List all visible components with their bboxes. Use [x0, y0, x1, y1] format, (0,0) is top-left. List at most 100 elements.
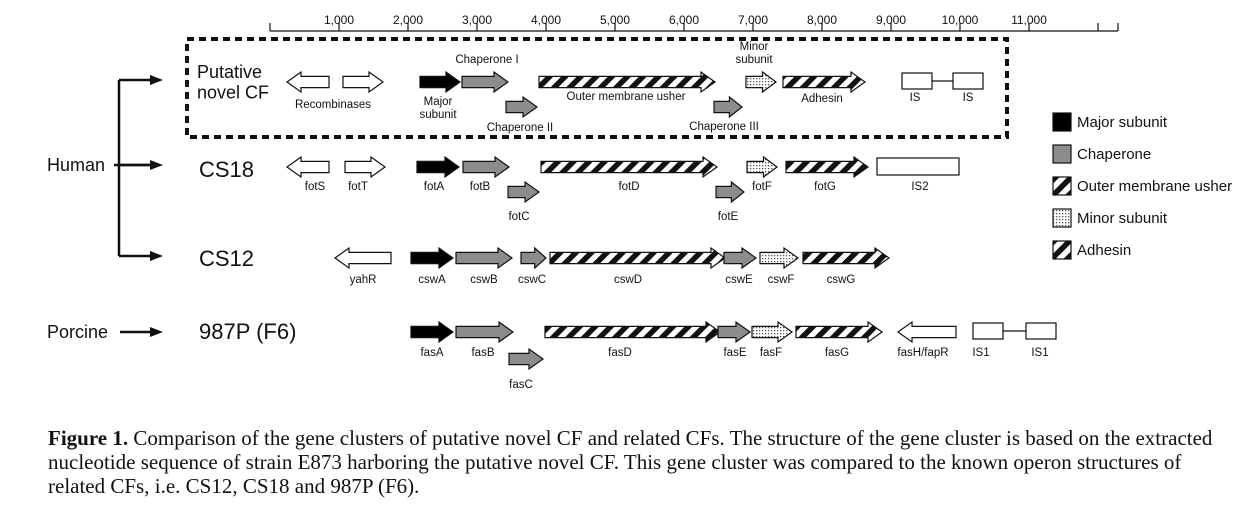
host-source-arrows: Human Porcine — [47, 75, 163, 342]
ruler-tick-label: 4,000 — [531, 13, 561, 27]
gene-label: fotD — [618, 181, 639, 193]
gene-arrow-chaperone — [717, 320, 752, 344]
gene-arrow-major — [410, 320, 455, 344]
row-name: 987P (F6) — [199, 319, 296, 344]
gene-arrow-open — [344, 155, 387, 179]
gene-arrow-chaperone — [505, 95, 539, 119]
legend-swatch — [1052, 208, 1072, 228]
legend-label: Adhesin — [1077, 242, 1131, 259]
gene-arrow-chaperone — [715, 180, 745, 204]
gene-label: cswD — [614, 274, 642, 286]
source-human-label: Human — [47, 155, 105, 175]
row-name: Putative novel CF — [197, 62, 269, 103]
gene-label: fasB — [471, 347, 494, 359]
ruler-tick-label: 5,000 — [600, 13, 630, 27]
gene-label: yahR — [350, 274, 377, 286]
legend-swatch — [1052, 144, 1072, 164]
gene-label: fasF — [760, 347, 782, 359]
gene-arrow-chaperone — [723, 246, 758, 270]
gene-row: 987P (F6) fasA fasB fasC fasD fasE fasF fasG fas… — [199, 319, 1057, 391]
insertion-sequence-box — [952, 72, 984, 90]
gene-arrow-usher — [549, 246, 727, 270]
gene-row: Putative novel CF Recombinases Major subunit… — [197, 41, 984, 134]
row-name: CS12 — [199, 246, 254, 271]
legend-label: Minor subunit — [1077, 210, 1168, 227]
gene-cluster-diagram: 1,000 2,000 3,000 4,000 5,000 6,000 7,000 8,000… — [47, 13, 1232, 391]
gene-label: fasG — [825, 347, 849, 359]
gene-label: IS1 — [972, 347, 989, 359]
gene-arrow-usher — [538, 70, 717, 94]
legend-label: Major subunit — [1077, 114, 1168, 131]
ruler-tick-label: 11,000 — [1011, 13, 1047, 27]
gene-arrow-chaperone — [461, 70, 510, 94]
gene-arrow-adhesin — [802, 246, 891, 270]
gene-row: CS18 fotS fotT fotA fotB fotC fotD fotE fotF fotG… — [199, 155, 960, 223]
gene-label: cswA — [418, 274, 446, 286]
insertion-sequence-box — [901, 72, 933, 90]
legend-swatch — [1052, 112, 1072, 132]
insertion-sequence-box — [972, 322, 1004, 340]
gene-arrow-major — [419, 70, 462, 94]
gene-arrow-minor — [745, 70, 778, 94]
gene-arrow-minor — [746, 155, 779, 179]
ruler-tick-label: 7,000 — [738, 13, 768, 27]
gene-label: fotT — [348, 181, 368, 193]
gene-arrow-adhesin — [782, 70, 867, 94]
gene-label: fasE — [723, 347, 746, 359]
ruler-tick-label: 3,000 — [462, 13, 492, 27]
gene-arrow-chaperone — [462, 155, 511, 179]
gene-arrow-minor — [751, 320, 794, 344]
gene-arrow-open — [342, 70, 385, 94]
gene-label: cswC — [518, 274, 546, 286]
gene-arrow-adhesin — [795, 320, 884, 344]
gene-rows: Putative novel CF Recombinases Major subunit… — [197, 41, 1057, 391]
legend-label: Outer membrane usher — [1077, 178, 1232, 195]
gene-arrow-usher — [540, 155, 719, 179]
gene-label: fotA — [424, 181, 445, 193]
gene-label: Outer membrane usher — [567, 91, 686, 103]
legend-swatch — [1052, 240, 1072, 260]
gene-label: IS — [910, 92, 921, 104]
gene-label: fasC — [509, 379, 533, 391]
gene-label: Chaperone I — [455, 54, 518, 66]
gene-label: fasH/fapR — [897, 347, 948, 359]
gene-label: fasD — [608, 347, 632, 359]
legend-swatch — [1052, 176, 1072, 196]
gene-label: IS — [963, 92, 974, 104]
gene-label: fotC — [508, 211, 529, 223]
gene-label: Adhesin — [801, 93, 843, 105]
ruler-tick-label: 1,000 — [324, 13, 354, 27]
gene-label: Recombinases — [295, 99, 371, 111]
legend-label: Chaperone — [1077, 146, 1151, 163]
arrowhead-icon — [150, 327, 163, 337]
gene-arrow-chaperone — [455, 246, 514, 270]
gene-arrow-chaperone — [520, 246, 547, 270]
gene-arrow-open — [285, 155, 330, 179]
ruler-tick-label: 9,000 — [876, 13, 906, 27]
gene-arrow-open — [285, 70, 330, 94]
caption-text: Comparison of the gene clusters of putat… — [48, 426, 1213, 498]
caption-label: Figure 1. — [48, 426, 129, 450]
gene-label: Minor subunit — [735, 41, 773, 66]
ruler-tick-label: 6,000 — [669, 13, 699, 27]
gene-label: fotG — [814, 181, 836, 193]
gene-label: fotB — [470, 181, 491, 193]
arrowhead-icon — [150, 75, 163, 85]
gene-label: Chaperone III — [689, 121, 759, 133]
gene-arrow-chaperone — [507, 180, 541, 204]
legend: Major subunit Chaperone Outer membrane ush… — [1052, 112, 1232, 260]
gene-label: fotS — [305, 181, 326, 193]
gene-arrow-chaperone — [508, 347, 545, 371]
arrowhead-icon — [150, 160, 163, 170]
gene-arrow-open — [896, 320, 957, 344]
ruler-tick-label: 8,000 — [807, 13, 837, 27]
gene-label: cswG — [827, 274, 856, 286]
gene-label: cswB — [470, 274, 498, 286]
gene-label: cswE — [725, 274, 753, 286]
gene-arrow-major — [410, 246, 455, 270]
figure-caption: Figure 1. Comparison of the gene cluster… — [48, 426, 1238, 498]
gene-arrow-chaperone — [455, 320, 515, 344]
scale-ruler: 1,000 2,000 3,000 4,000 5,000 6,000 7,000 8,000… — [269, 13, 1119, 32]
gene-label: IS1 — [1031, 347, 1048, 359]
gene-label: fotF — [752, 181, 772, 193]
